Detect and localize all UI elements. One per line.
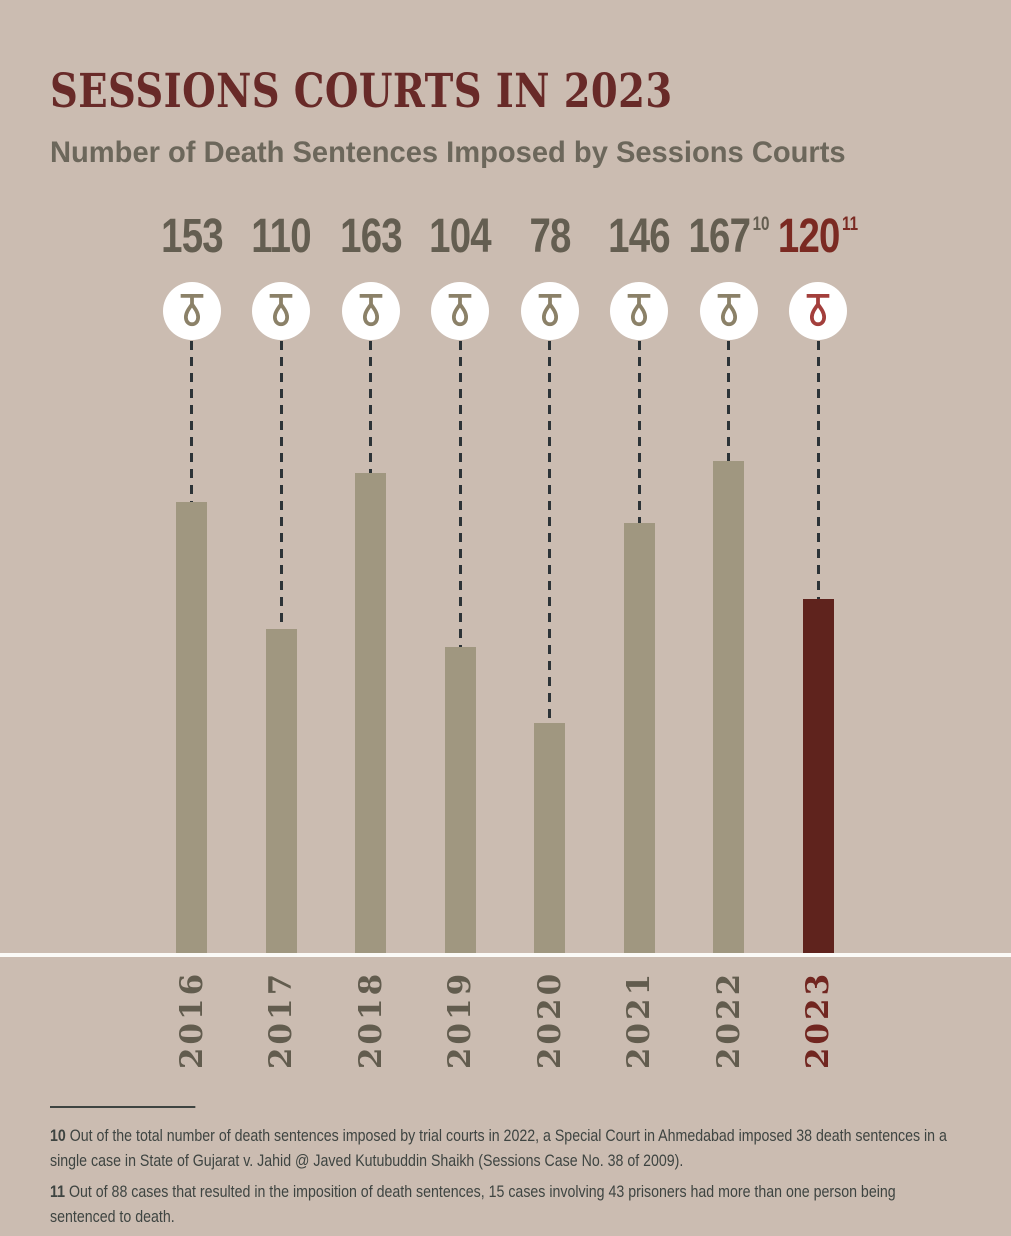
value-number: 163 — [339, 210, 402, 263]
value-footnote-marker: 11 — [842, 214, 859, 235]
year-label-2023: 2023 — [799, 970, 836, 1070]
value-number: 146 — [608, 210, 670, 263]
value-label: 78 — [506, 213, 594, 263]
footnotes: 10 Out of the total number of death sent… — [50, 1106, 949, 1236]
year-label-2018: 2018 — [352, 970, 388, 1070]
bar-2018 — [355, 473, 386, 953]
value-label: 163 — [327, 213, 415, 263]
footnote-11: 11 Out of 88 cases that resulted in the … — [50, 1180, 949, 1230]
chart-baseline — [0, 953, 1011, 957]
value-label: 167 10 — [685, 213, 773, 263]
bar-2016 — [176, 502, 207, 953]
value-label: 104 — [416, 213, 504, 263]
hanging-dash-line — [369, 341, 372, 473]
noose-icon — [448, 294, 472, 327]
hanging-dash-line — [190, 341, 193, 502]
footnote-10-text: Out of the total number of death sentenc… — [50, 1127, 947, 1170]
hanging-dash-line — [727, 341, 730, 461]
value-number: 78 — [528, 210, 571, 263]
year-label-2019: 2019 — [441, 970, 478, 1070]
year-label-2016: 2016 — [173, 970, 209, 1070]
footnote-divider — [50, 1106, 196, 1108]
value-label: 110 — [237, 213, 325, 263]
noose-icon-circle — [610, 282, 668, 340]
noose-icon — [359, 294, 382, 327]
value-footnote-marker: 10 — [752, 214, 769, 235]
year-label-2021: 2021 — [620, 970, 657, 1070]
hanging-dash-line — [548, 341, 551, 723]
bar-2017 — [265, 629, 297, 953]
noose-icon-circle — [341, 282, 400, 340]
noose-icon-circle — [162, 282, 221, 340]
hanging-dash-line — [279, 341, 283, 629]
footnote-11-number: 11 — [50, 1183, 66, 1201]
value-label: 153 — [148, 213, 236, 263]
value-label: 120 11 — [774, 213, 862, 263]
noose-icon — [269, 294, 293, 327]
noose-icon-circle — [252, 282, 310, 340]
noose-icon — [538, 294, 561, 327]
footnote-11-text: Out of 88 cases that resulted in the imp… — [50, 1183, 896, 1226]
noose-icon-circle — [789, 282, 847, 340]
chart-title: Number of Death Sentences Imposed by Ses… — [50, 136, 846, 169]
value-number: 167 — [688, 210, 750, 263]
noose-icon — [627, 294, 651, 327]
noose-icon — [806, 294, 830, 327]
hanging-dash-line — [816, 341, 820, 599]
noose-icon-circle — [431, 282, 489, 340]
page-title: SESSIONS COURTS IN 2023 — [50, 64, 673, 119]
noose-icon — [180, 294, 203, 327]
footnote-10: 10 Out of the total number of death sent… — [50, 1124, 949, 1174]
bar-2020 — [534, 723, 565, 953]
value-number: 104 — [429, 210, 491, 263]
bar-2021 — [623, 523, 655, 953]
year-label-2020: 2020 — [531, 970, 567, 1070]
value-label: 146 — [595, 213, 683, 263]
bar-2019 — [444, 647, 476, 953]
noose-icon-circle — [520, 282, 579, 340]
year-label-2022: 2022 — [710, 970, 746, 1070]
hanging-dash-line — [458, 341, 462, 647]
footnote-10-number: 10 — [50, 1127, 66, 1145]
bar-2022 — [713, 461, 744, 953]
noose-icon-circle — [699, 282, 758, 340]
value-number: 120 — [777, 210, 840, 263]
year-label-2017: 2017 — [262, 970, 299, 1070]
hanging-dash-line — [637, 341, 641, 523]
value-number: 110 — [251, 210, 311, 263]
bar-2023 — [802, 599, 834, 953]
noose-icon — [717, 294, 740, 327]
value-number: 153 — [160, 210, 223, 263]
